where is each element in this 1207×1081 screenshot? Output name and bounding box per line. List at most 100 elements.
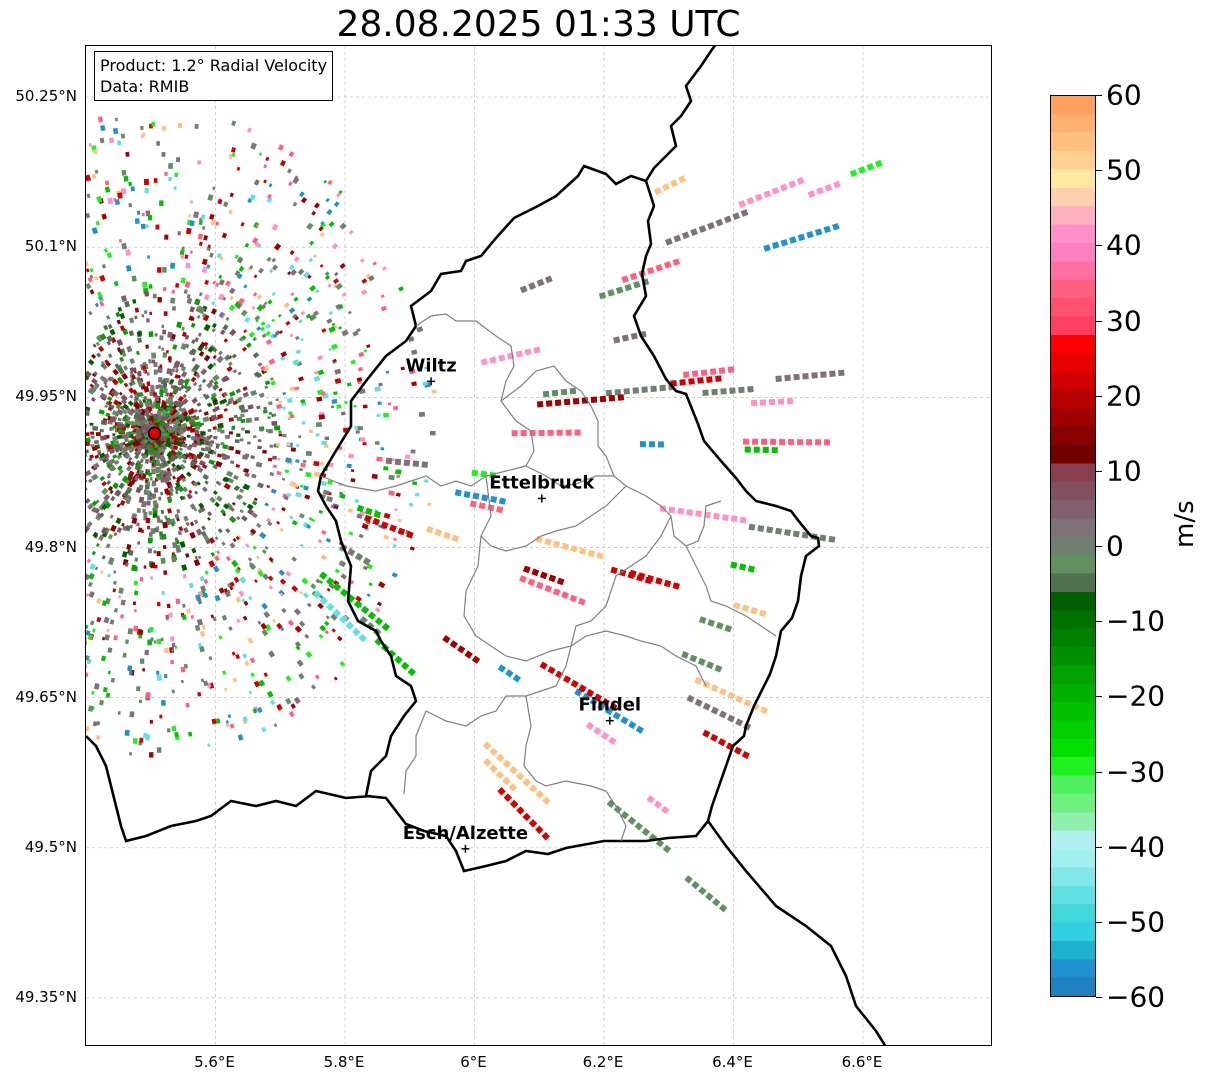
velocity-echo: [238, 396, 243, 401]
velocity-echo: [211, 300, 216, 306]
velocity-echo: [753, 446, 760, 453]
velocity-echo: [101, 655, 107, 662]
velocity-echo: [148, 284, 153, 289]
velocity-echo: [121, 242, 128, 250]
velocity-echo: [215, 282, 220, 287]
velocity-echo: [754, 193, 763, 202]
velocity-echo: [264, 545, 269, 550]
city-ettelbruck[interactable]: Ettelbruck: [489, 472, 595, 503]
velocity-echo: [104, 359, 110, 365]
data-source-label: Data: RMIB: [100, 77, 190, 96]
velocity-echo: [265, 517, 272, 523]
velocity-echo: [224, 687, 228, 692]
velocity-echo: [159, 392, 164, 398]
velocity-echo: [107, 670, 111, 675]
velocity-echo: [86, 282, 92, 290]
velocity-echo: [141, 437, 146, 442]
velocity-echo: [430, 431, 436, 436]
city-markers: Wiltz Ettelbruck Findel Esch/Alzette: [403, 355, 642, 853]
velocity-echo: [267, 193, 272, 199]
velocity-echo: [109, 376, 115, 382]
velocity-echo: [110, 448, 116, 453]
velocity-echo: [132, 601, 137, 606]
velocity-echo: [174, 732, 179, 738]
velocity-echo: [174, 172, 179, 178]
velocity-echo: [122, 652, 127, 658]
velocity-echo: [106, 252, 113, 259]
velocity-echo: [237, 371, 242, 376]
velocity-echo: [347, 548, 356, 557]
velocity-echo: [682, 371, 690, 379]
velocity-echo: [265, 429, 270, 433]
velocity-echo: [317, 369, 325, 376]
velocity-echo: [113, 439, 120, 446]
velocity-echo: [149, 752, 154, 758]
velocity-echo: [181, 331, 187, 338]
velocity-echo: [312, 253, 318, 259]
velocity-echo: [163, 384, 167, 389]
city-label: Findel: [579, 695, 642, 716]
velocity-echo: [163, 488, 170, 495]
velocity-echo: [171, 305, 177, 311]
velocity-echo: [232, 537, 237, 543]
velocity-echo: [122, 328, 129, 336]
city-esch-alzette[interactable]: Esch/Alzette: [403, 823, 528, 853]
latitude-tick-label: 49.8°N: [24, 537, 77, 556]
velocity-echo: [110, 389, 117, 396]
velocity-echo: [218, 350, 223, 356]
velocity-echo: [389, 524, 397, 533]
velocity-echo: [149, 492, 153, 497]
city-wiltz[interactable]: Wiltz: [405, 355, 457, 386]
velocity-echo: [203, 354, 211, 362]
velocity-echo: [313, 590, 322, 599]
velocity-echo: [208, 459, 216, 466]
velocity-echo: [161, 347, 165, 351]
velocity-echo: [119, 499, 126, 506]
velocity-echo: [203, 592, 209, 599]
velocity-echo: [227, 400, 232, 405]
city-findel[interactable]: Findel: [579, 695, 642, 725]
velocity-echo: [164, 647, 169, 654]
velocity-echo: [260, 326, 265, 332]
velocity-echo: [186, 608, 191, 614]
velocity-echo: [247, 127, 252, 133]
velocity-echo: [189, 220, 195, 227]
velocity-echo: [542, 796, 551, 805]
velocity-echo: [136, 210, 141, 215]
colorbar-tick-mark: [1096, 696, 1102, 698]
velocity-echo: [451, 534, 460, 543]
velocity-echo: [757, 525, 765, 532]
velocity-echo: [87, 387, 95, 395]
map-plot-area[interactable]: Wiltz Ettelbruck Findel Esch/Alzette: [85, 45, 992, 1046]
velocity-echo: [247, 441, 251, 445]
velocity-echo: [249, 528, 257, 535]
radar-site-marker[interactable]: [147, 426, 162, 441]
velocity-echo: [285, 570, 292, 577]
velocity-echo: [161, 591, 165, 596]
velocity-echo: [614, 388, 622, 396]
velocity-echo: [159, 519, 164, 524]
velocity-echo: [229, 390, 236, 397]
velocity-echo: [657, 441, 664, 448]
velocity-echo: [598, 291, 607, 300]
velocity-echo: [153, 487, 159, 493]
velocity-echo: [480, 358, 488, 366]
velocity-echo: [698, 225, 707, 233]
velocity-echo: [200, 678, 205, 683]
velocity-echo: [195, 594, 202, 602]
velocity-echo: [570, 679, 579, 688]
velocity-echo: [317, 602, 324, 610]
velocity-echo: [269, 471, 275, 477]
velocity-echo: [123, 175, 129, 182]
velocity-echo: [143, 438, 149, 445]
velocity-echo: [380, 305, 388, 312]
velocity-echo: [193, 519, 199, 525]
colorbar-tick-mark: [1096, 470, 1102, 472]
velocity-echo: [265, 330, 271, 337]
velocity-echo: [128, 549, 134, 556]
velocity-echo: [199, 585, 207, 593]
velocity-echo: [281, 607, 287, 614]
velocity-echo: [305, 471, 312, 478]
velocity-echo: [560, 388, 568, 396]
velocity-echo: [635, 725, 645, 734]
